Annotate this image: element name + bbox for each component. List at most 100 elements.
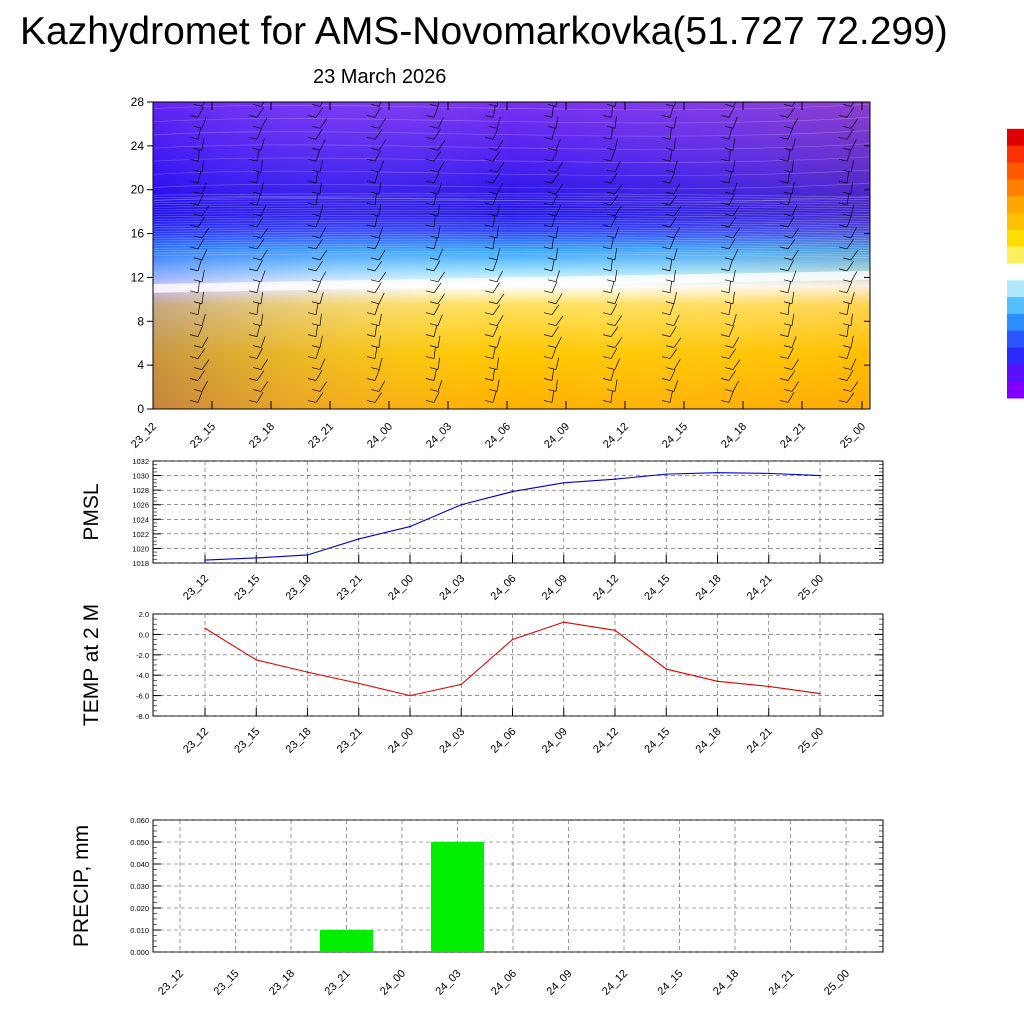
wind-barb-flag bbox=[606, 345, 616, 348]
wind-barb-flag bbox=[606, 279, 616, 283]
wind-barb-flag bbox=[543, 180, 553, 184]
wind-barb bbox=[610, 258, 613, 271]
wind-barb-flag bbox=[783, 323, 793, 327]
pmsl-data-point bbox=[460, 503, 463, 506]
wind-barb bbox=[433, 237, 438, 250]
wind-barb-flag bbox=[193, 235, 203, 239]
wind-barb-flag bbox=[838, 136, 848, 140]
wind-barb bbox=[197, 106, 204, 118]
wind-barb-flag bbox=[189, 290, 199, 294]
wind-barb bbox=[791, 336, 797, 348]
wind-barb bbox=[496, 139, 504, 151]
wind-barb bbox=[673, 138, 676, 151]
x-tick-label: 24_06 bbox=[483, 421, 513, 451]
wind-barb-flag bbox=[838, 290, 848, 294]
precip-x-tick-label: 24_06 bbox=[489, 968, 519, 998]
wind-barb bbox=[551, 127, 556, 140]
contour-line bbox=[153, 143, 870, 150]
wind-barb-flag bbox=[189, 334, 199, 337]
contour-line bbox=[153, 241, 870, 246]
contour-line bbox=[153, 103, 870, 111]
wind-barb bbox=[791, 227, 800, 239]
temp-data-point bbox=[460, 683, 463, 686]
wind-barb bbox=[846, 238, 854, 250]
wind-barb bbox=[669, 303, 675, 315]
x-tick-label: 23_21 bbox=[306, 421, 336, 451]
wind-barb bbox=[437, 182, 442, 195]
wind-barb bbox=[850, 160, 854, 173]
wind-barb-flag bbox=[189, 202, 199, 206]
wind-barb-flag bbox=[547, 169, 557, 173]
precip-x-tick-label: 23_12 bbox=[156, 968, 186, 998]
wind-barb bbox=[319, 227, 327, 239]
wind-barb-flag bbox=[370, 279, 380, 283]
wind-barb bbox=[378, 140, 386, 151]
contour-line bbox=[153, 212, 870, 217]
wind-barb-flag bbox=[720, 268, 730, 272]
wind-barb bbox=[614, 337, 623, 348]
precip-y-tick-label: 0.000 bbox=[130, 948, 149, 957]
wind-barb bbox=[732, 336, 740, 348]
wind-barb-flag bbox=[602, 378, 612, 381]
wind-barb bbox=[374, 129, 383, 140]
temp-x-tick-label: 24_21 bbox=[745, 726, 775, 756]
temp-data-point bbox=[409, 694, 411, 697]
wind-barb-flag bbox=[311, 169, 321, 173]
wind-barb-flag bbox=[252, 191, 262, 195]
wind-barb-flag bbox=[366, 246, 376, 250]
pmsl-y-tick-label: 1028 bbox=[132, 486, 149, 495]
wind-barb bbox=[437, 226, 441, 239]
wind-barb bbox=[319, 292, 324, 304]
wind-barb bbox=[791, 182, 795, 195]
wind-barb-flag bbox=[842, 235, 852, 239]
wind-barb-flag bbox=[779, 290, 789, 294]
pmsl-data-point bbox=[665, 473, 668, 475]
temp-y-tick-label: 2.0 bbox=[139, 610, 149, 619]
wind-barb-flag bbox=[606, 213, 616, 217]
precip-x-tick-label: 23_21 bbox=[323, 968, 353, 998]
wind-barb bbox=[669, 280, 673, 293]
wind-barb-flag bbox=[307, 202, 317, 206]
wind-barb-flag bbox=[366, 378, 376, 381]
wind-barb bbox=[669, 237, 675, 250]
wind-barb-flag bbox=[488, 301, 498, 305]
pmsl-x-tick-label: 24_00 bbox=[386, 573, 416, 603]
wind-barb-flag bbox=[838, 378, 848, 381]
wind-barb bbox=[850, 139, 857, 151]
wind-barb-flag bbox=[193, 169, 203, 173]
wind-barb bbox=[378, 118, 387, 129]
wind-barb bbox=[315, 193, 319, 206]
wind-barb bbox=[492, 259, 498, 271]
wind-barb-flag bbox=[779, 356, 789, 359]
wind-barb bbox=[551, 304, 560, 315]
contour-line bbox=[153, 197, 870, 203]
wind-barb-flag bbox=[248, 224, 258, 228]
wind-barb-flag bbox=[606, 147, 616, 151]
wind-barb-flag bbox=[724, 345, 734, 348]
wind-barb-flag bbox=[842, 301, 852, 305]
wind-barb-flag bbox=[425, 202, 435, 206]
pmsl-x-tick-label: 23_15 bbox=[232, 573, 262, 603]
wind-barb bbox=[319, 102, 324, 107]
wind-barb bbox=[850, 358, 857, 370]
wind-barb bbox=[256, 281, 261, 293]
colorbar-swatch bbox=[1007, 313, 1024, 332]
wind-barb-flag bbox=[311, 213, 321, 217]
wind-barb bbox=[787, 171, 790, 184]
wind-barb bbox=[496, 248, 501, 260]
wind-barb-flag bbox=[724, 104, 734, 107]
contour-line bbox=[153, 243, 870, 249]
temp-data-point bbox=[614, 629, 616, 632]
wind-barb-flag bbox=[661, 290, 671, 294]
wind-barb-flag bbox=[547, 345, 557, 348]
wind-barb-flag bbox=[307, 268, 317, 272]
wind-barb bbox=[433, 282, 442, 293]
temp-y-tick-label: -8.0 bbox=[136, 712, 149, 721]
wind-barb-flag bbox=[543, 136, 553, 140]
wind-barb bbox=[492, 105, 496, 118]
wind-barb-flag bbox=[543, 378, 553, 381]
y-tick-label: 24 bbox=[131, 139, 145, 153]
wind-barb-flag bbox=[248, 180, 258, 184]
wind-barb-flag bbox=[189, 246, 199, 250]
wind-barb bbox=[850, 271, 858, 282]
